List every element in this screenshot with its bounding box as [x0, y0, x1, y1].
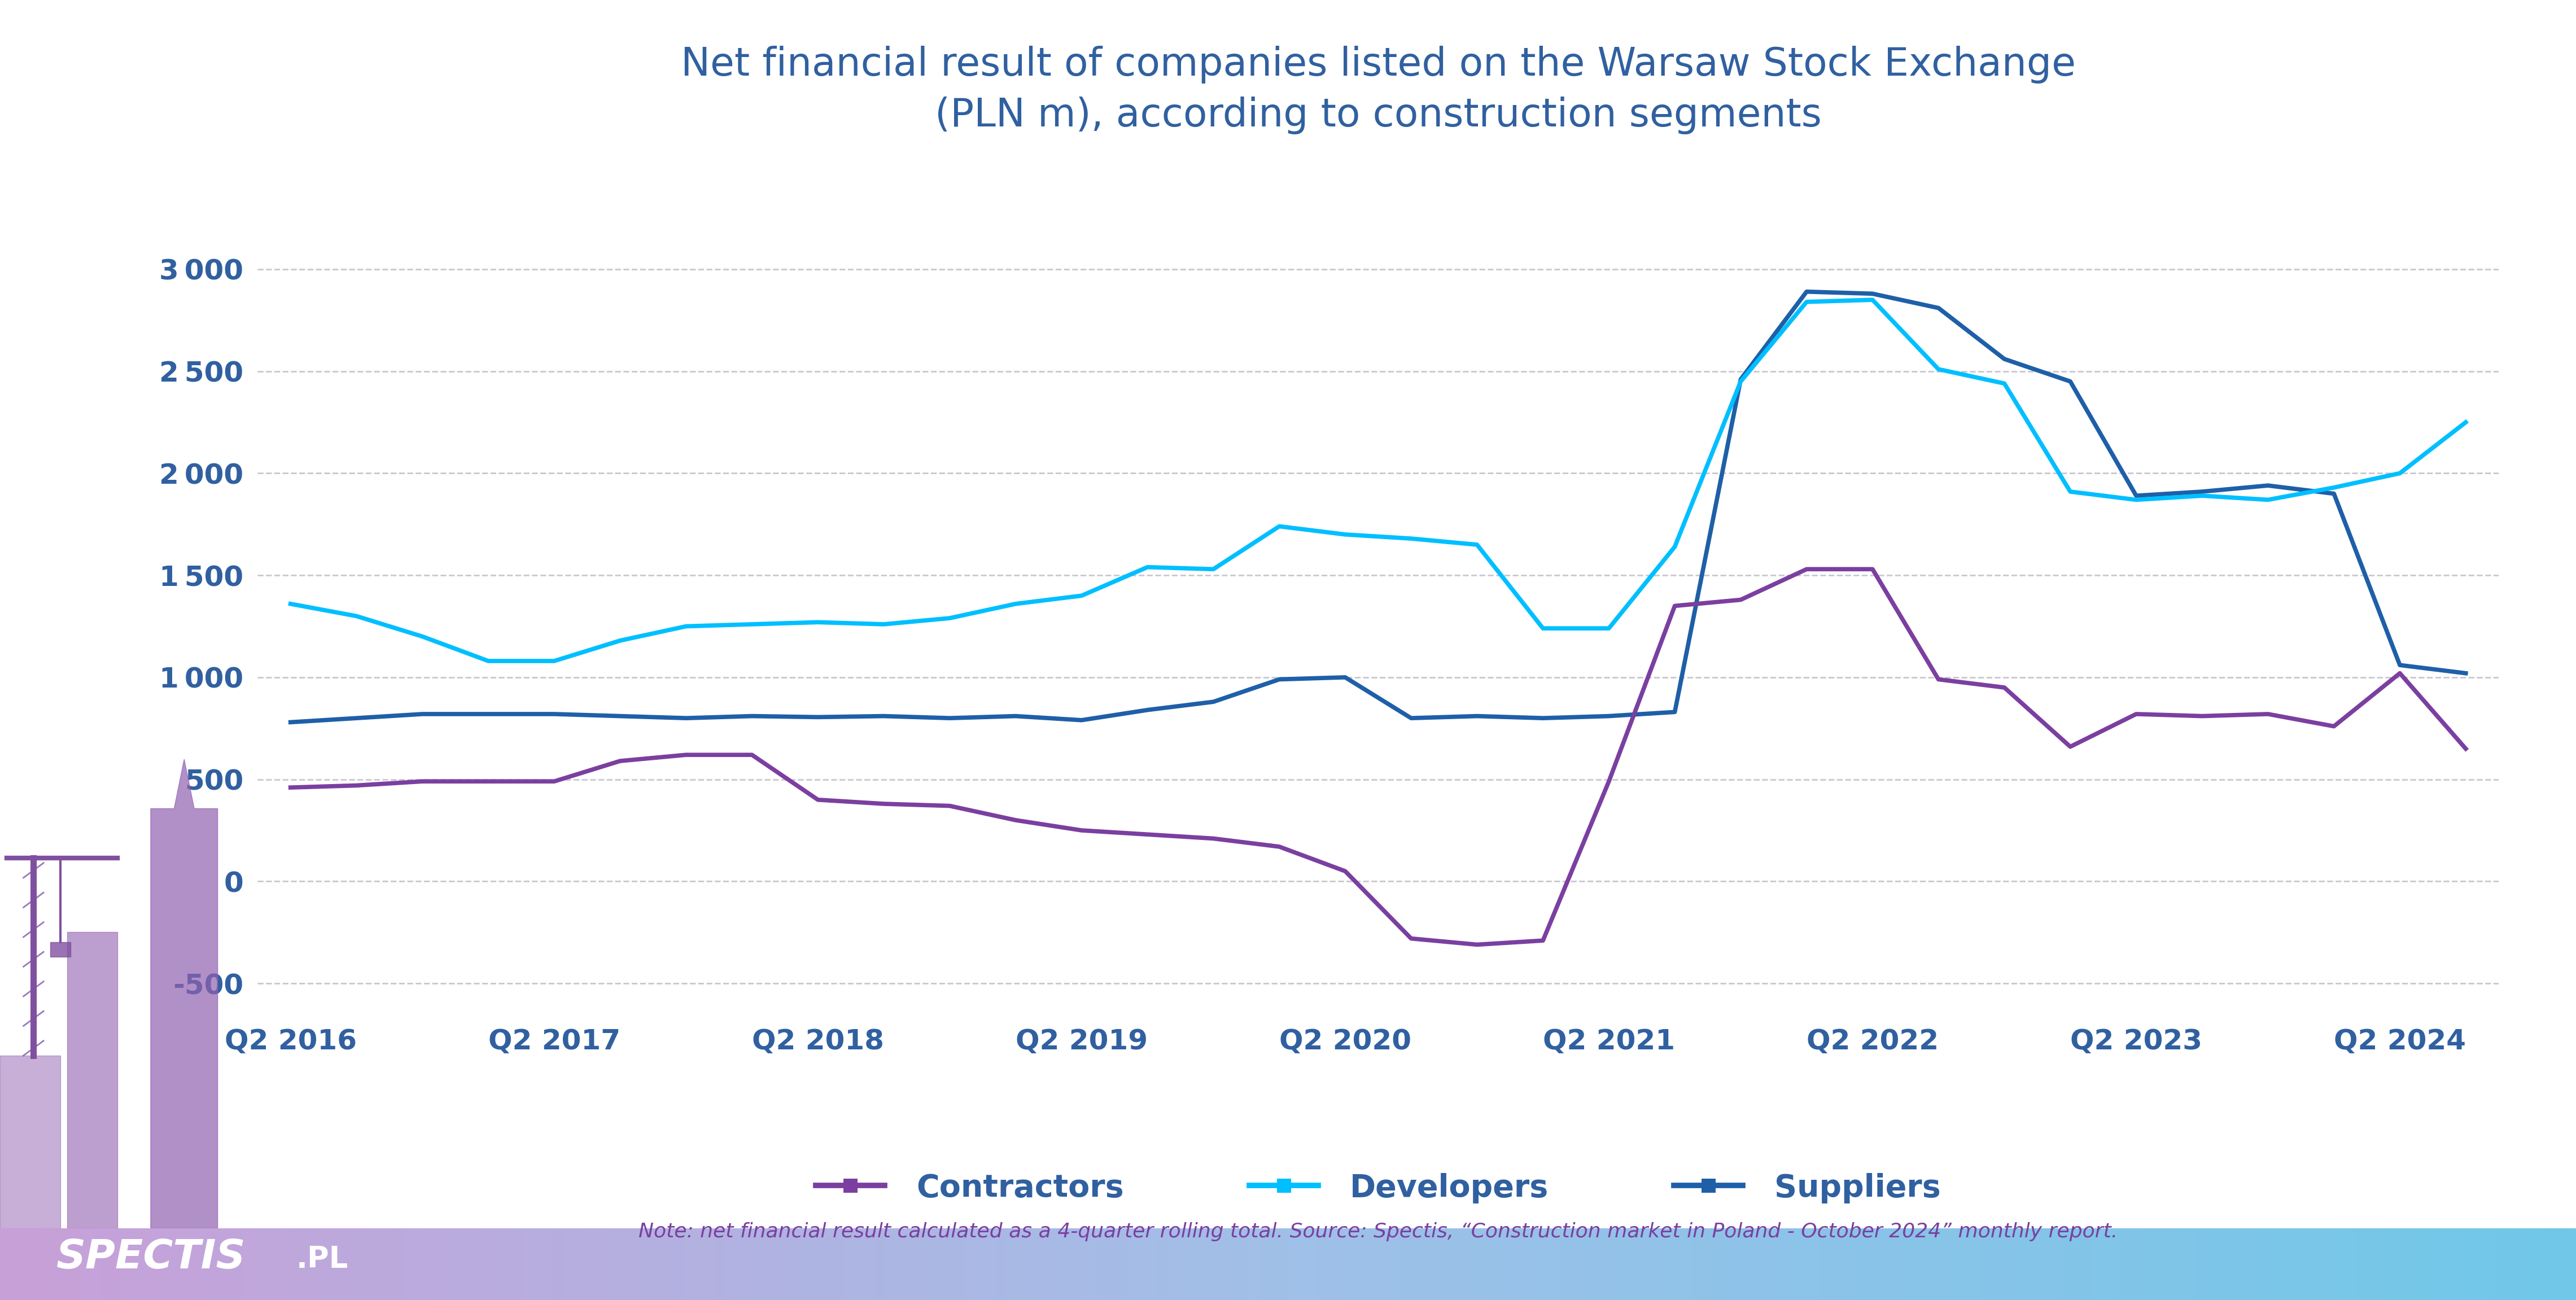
Text: Note: net financial result calculated as a 4-quarter rolling total. Source: Spec: Note: net financial result calculated as… — [639, 1222, 2117, 1242]
Legend: Contractors, Developers, Suppliers: Contractors, Developers, Suppliers — [804, 1161, 1953, 1216]
Polygon shape — [152, 759, 219, 1228]
Polygon shape — [0, 1056, 59, 1228]
Polygon shape — [67, 932, 118, 1228]
Text: Net financial result of companies listed on the Warsaw Stock Exchange
(PLN m), a: Net financial result of companies listed… — [680, 46, 2076, 135]
Text: .PL: .PL — [296, 1244, 348, 1274]
Polygon shape — [52, 942, 70, 957]
Text: SPECTIS: SPECTIS — [57, 1238, 247, 1277]
